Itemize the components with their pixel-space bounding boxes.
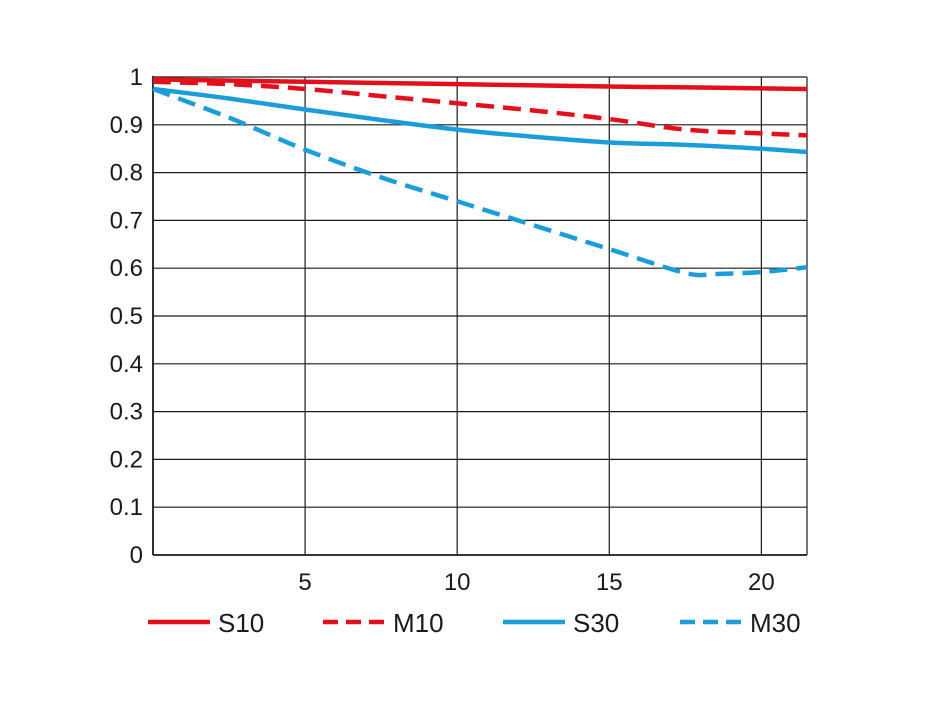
axes [152, 76, 807, 556]
y-tick-label: 0.4 [110, 351, 143, 378]
legend: S10 M10 S30 M30 [148, 608, 801, 638]
y-tick-label: 0.6 [110, 255, 143, 282]
legend-label-s10: S10 [218, 608, 264, 638]
y-tick-label: 0.1 [110, 494, 143, 521]
y-tick-label: 0 [130, 542, 143, 569]
y-tick-label: 0.5 [110, 303, 143, 330]
series-line-m30 [152, 86, 808, 278]
x-tick-label: 5 [298, 569, 311, 596]
y-tick-label: 0.9 [110, 112, 143, 139]
y-tick-label: 0.3 [110, 399, 143, 426]
x-tick-label: 20 [748, 569, 775, 596]
series-lines [152, 77, 808, 278]
x-tick-label: 10 [444, 569, 471, 596]
legend-label-s30: S30 [573, 608, 619, 638]
x-tick-label: 15 [596, 569, 623, 596]
legend-label-m30: M30 [750, 608, 801, 638]
y-tick-label: 0.8 [110, 160, 143, 187]
y-tick-label: 0.2 [110, 446, 143, 473]
series-line-s30 [152, 86, 808, 155]
y-tick-label: 1 [130, 64, 143, 91]
y-tick-label: 0.7 [110, 207, 143, 234]
series-line-s10 [152, 77, 808, 92]
tick-labels: 00.10.20.30.40.50.60.70.80.915 10 15 20 [110, 64, 775, 596]
grid [153, 76, 808, 555]
legend-label-m10: M10 [393, 608, 444, 638]
series-line-m10 [152, 79, 808, 138]
